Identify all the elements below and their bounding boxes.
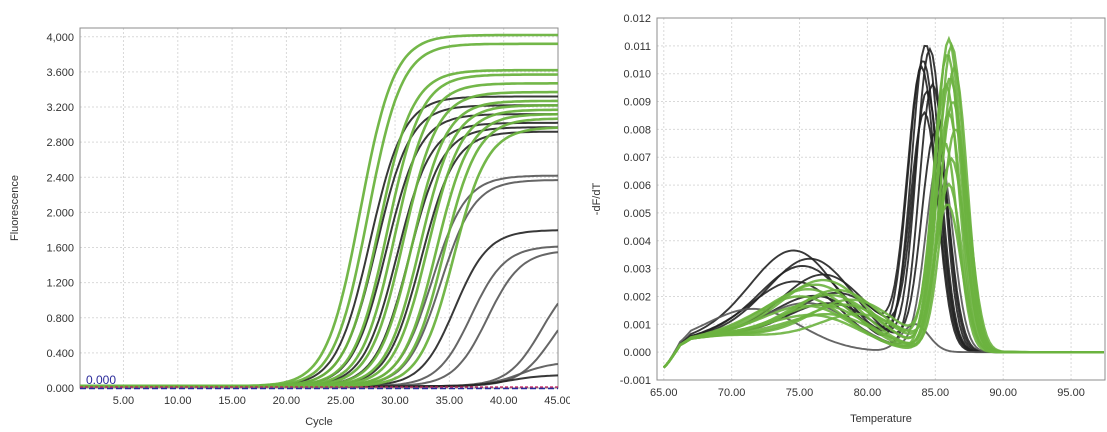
melt-x-tick-label: 85.00	[922, 387, 950, 399]
melt-y-axis-title: -dF/dT	[591, 183, 603, 216]
melt-y-tick-label: 0.008	[623, 124, 651, 136]
amplification-plot: 5.00 10.00 15.00 20.00 25.00 30.00 35.00 40.00 4…	[9, 27, 570, 428]
amplification-y-tick-label: 3.600	[46, 67, 74, 79]
amplification-x-tick-label: 5.00	[113, 395, 134, 407]
amplification-x-tick-label: 10.00	[164, 395, 192, 407]
amplification-x-tick-label: 20.00	[273, 395, 301, 407]
melt-y-tick-label: 0.006	[623, 180, 651, 192]
melt-x-tick-label: 75.00	[786, 387, 814, 399]
melt-y-tick-label: -0.001	[620, 375, 651, 387]
melt-frame	[656, 17, 1106, 381]
amplification-x-tick-label: 40.00	[490, 395, 518, 407]
melt-y-tick-label: 0.007	[623, 152, 651, 164]
amplification-chart: 5.00 10.00 15.00 20.00 25.00 30.00 35.00 40.00 4…	[9, 27, 570, 428]
amplification-series-group	[80, 33, 558, 388]
melt-y-tick-label: 0.004	[623, 236, 651, 248]
amplification-x-tick-label: 30.00	[381, 395, 409, 407]
melt-x-tick-label: 90.00	[989, 387, 1017, 399]
amplification-x-tick-label: 15.00	[218, 395, 246, 407]
melt-x-tick-label: 95.00	[1057, 387, 1085, 399]
amplification-y-tick-label: 1.200	[46, 278, 74, 290]
melt-y-tick-label: 0.012	[623, 13, 651, 25]
amplification-x-axis-title: Cycle	[305, 416, 333, 428]
amplification-y-tick-label: 0.000	[46, 383, 74, 395]
melt-y-tick-label: 0.010	[623, 69, 651, 81]
threshold-label: 0.000	[86, 373, 116, 387]
amplification-series-line	[80, 126, 558, 388]
melt-series-group	[662, 35, 1104, 369]
amplification-x-tick-label: 35.00	[436, 395, 464, 407]
amplification-y-tick-label: 1.600	[46, 243, 74, 255]
melt-curve-plot: 65.00 70.00 75.00 80.00 85.00 90.00 95.00 -0.00…	[591, 13, 1106, 425]
melt-y-tick-label: 0.009	[623, 97, 651, 109]
melt-x-tick-label: 65.00	[650, 387, 678, 399]
amplification-y-tick-label: 0.800	[46, 313, 74, 325]
melt-y-tick-label: 0.000	[623, 347, 651, 359]
amplification-y-axis-title: Fluorescence	[9, 175, 21, 241]
amplification-plot-area	[80, 28, 558, 388]
melt-y-tick-label: 0.005	[623, 208, 651, 220]
amplification-y-tick-label: 2.000	[46, 207, 74, 219]
amplification-y-tick-label: 2.400	[46, 172, 74, 184]
melt-x-axis-title: Temperature	[850, 413, 912, 425]
amplification-x-tick-label: 45.00	[544, 395, 570, 407]
amplification-y-tick-label: 2.800	[46, 137, 74, 149]
melt-y-tick-label: 0.002	[623, 291, 651, 303]
melt-y-tick-label: 0.001	[623, 319, 651, 331]
melt-curve-chart: 65.00 70.00 75.00 80.00 85.00 90.00 95.00 -0.00…	[570, 0, 1107, 432]
amplification-y-tick-label: 0.400	[46, 348, 74, 360]
melt-x-tick-label: 70.00	[718, 387, 746, 399]
melt-y-tick-label: 0.003	[623, 264, 651, 276]
amplification-y-tick-label: 3.200	[46, 102, 74, 114]
melt-y-tick-label: 0.011	[624, 41, 651, 53]
melt-x-tick-label: 80.00	[854, 387, 882, 399]
melt-series-line	[662, 203, 1104, 369]
amplification-y-tick-label: 4,000	[46, 32, 74, 44]
amplification-x-tick-label: 25.00	[327, 395, 355, 407]
